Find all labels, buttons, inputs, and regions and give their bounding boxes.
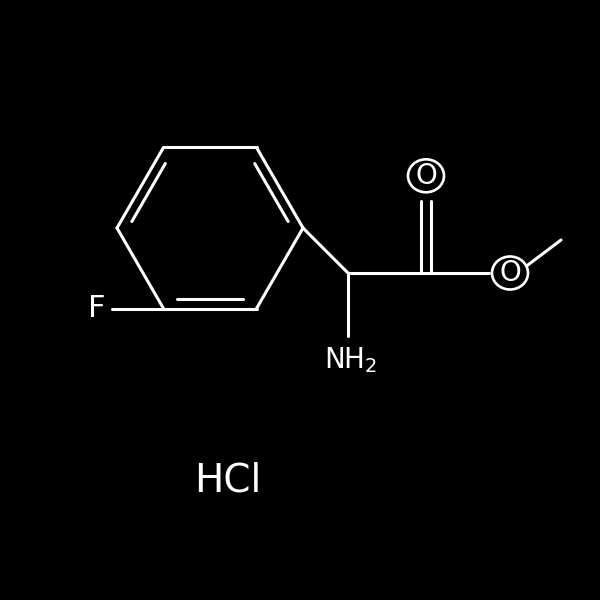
- Text: O: O: [499, 259, 521, 287]
- Text: F: F: [88, 294, 105, 323]
- Text: O: O: [415, 162, 437, 190]
- Text: NH$_2$: NH$_2$: [325, 345, 377, 375]
- Text: HCl: HCl: [194, 461, 262, 499]
